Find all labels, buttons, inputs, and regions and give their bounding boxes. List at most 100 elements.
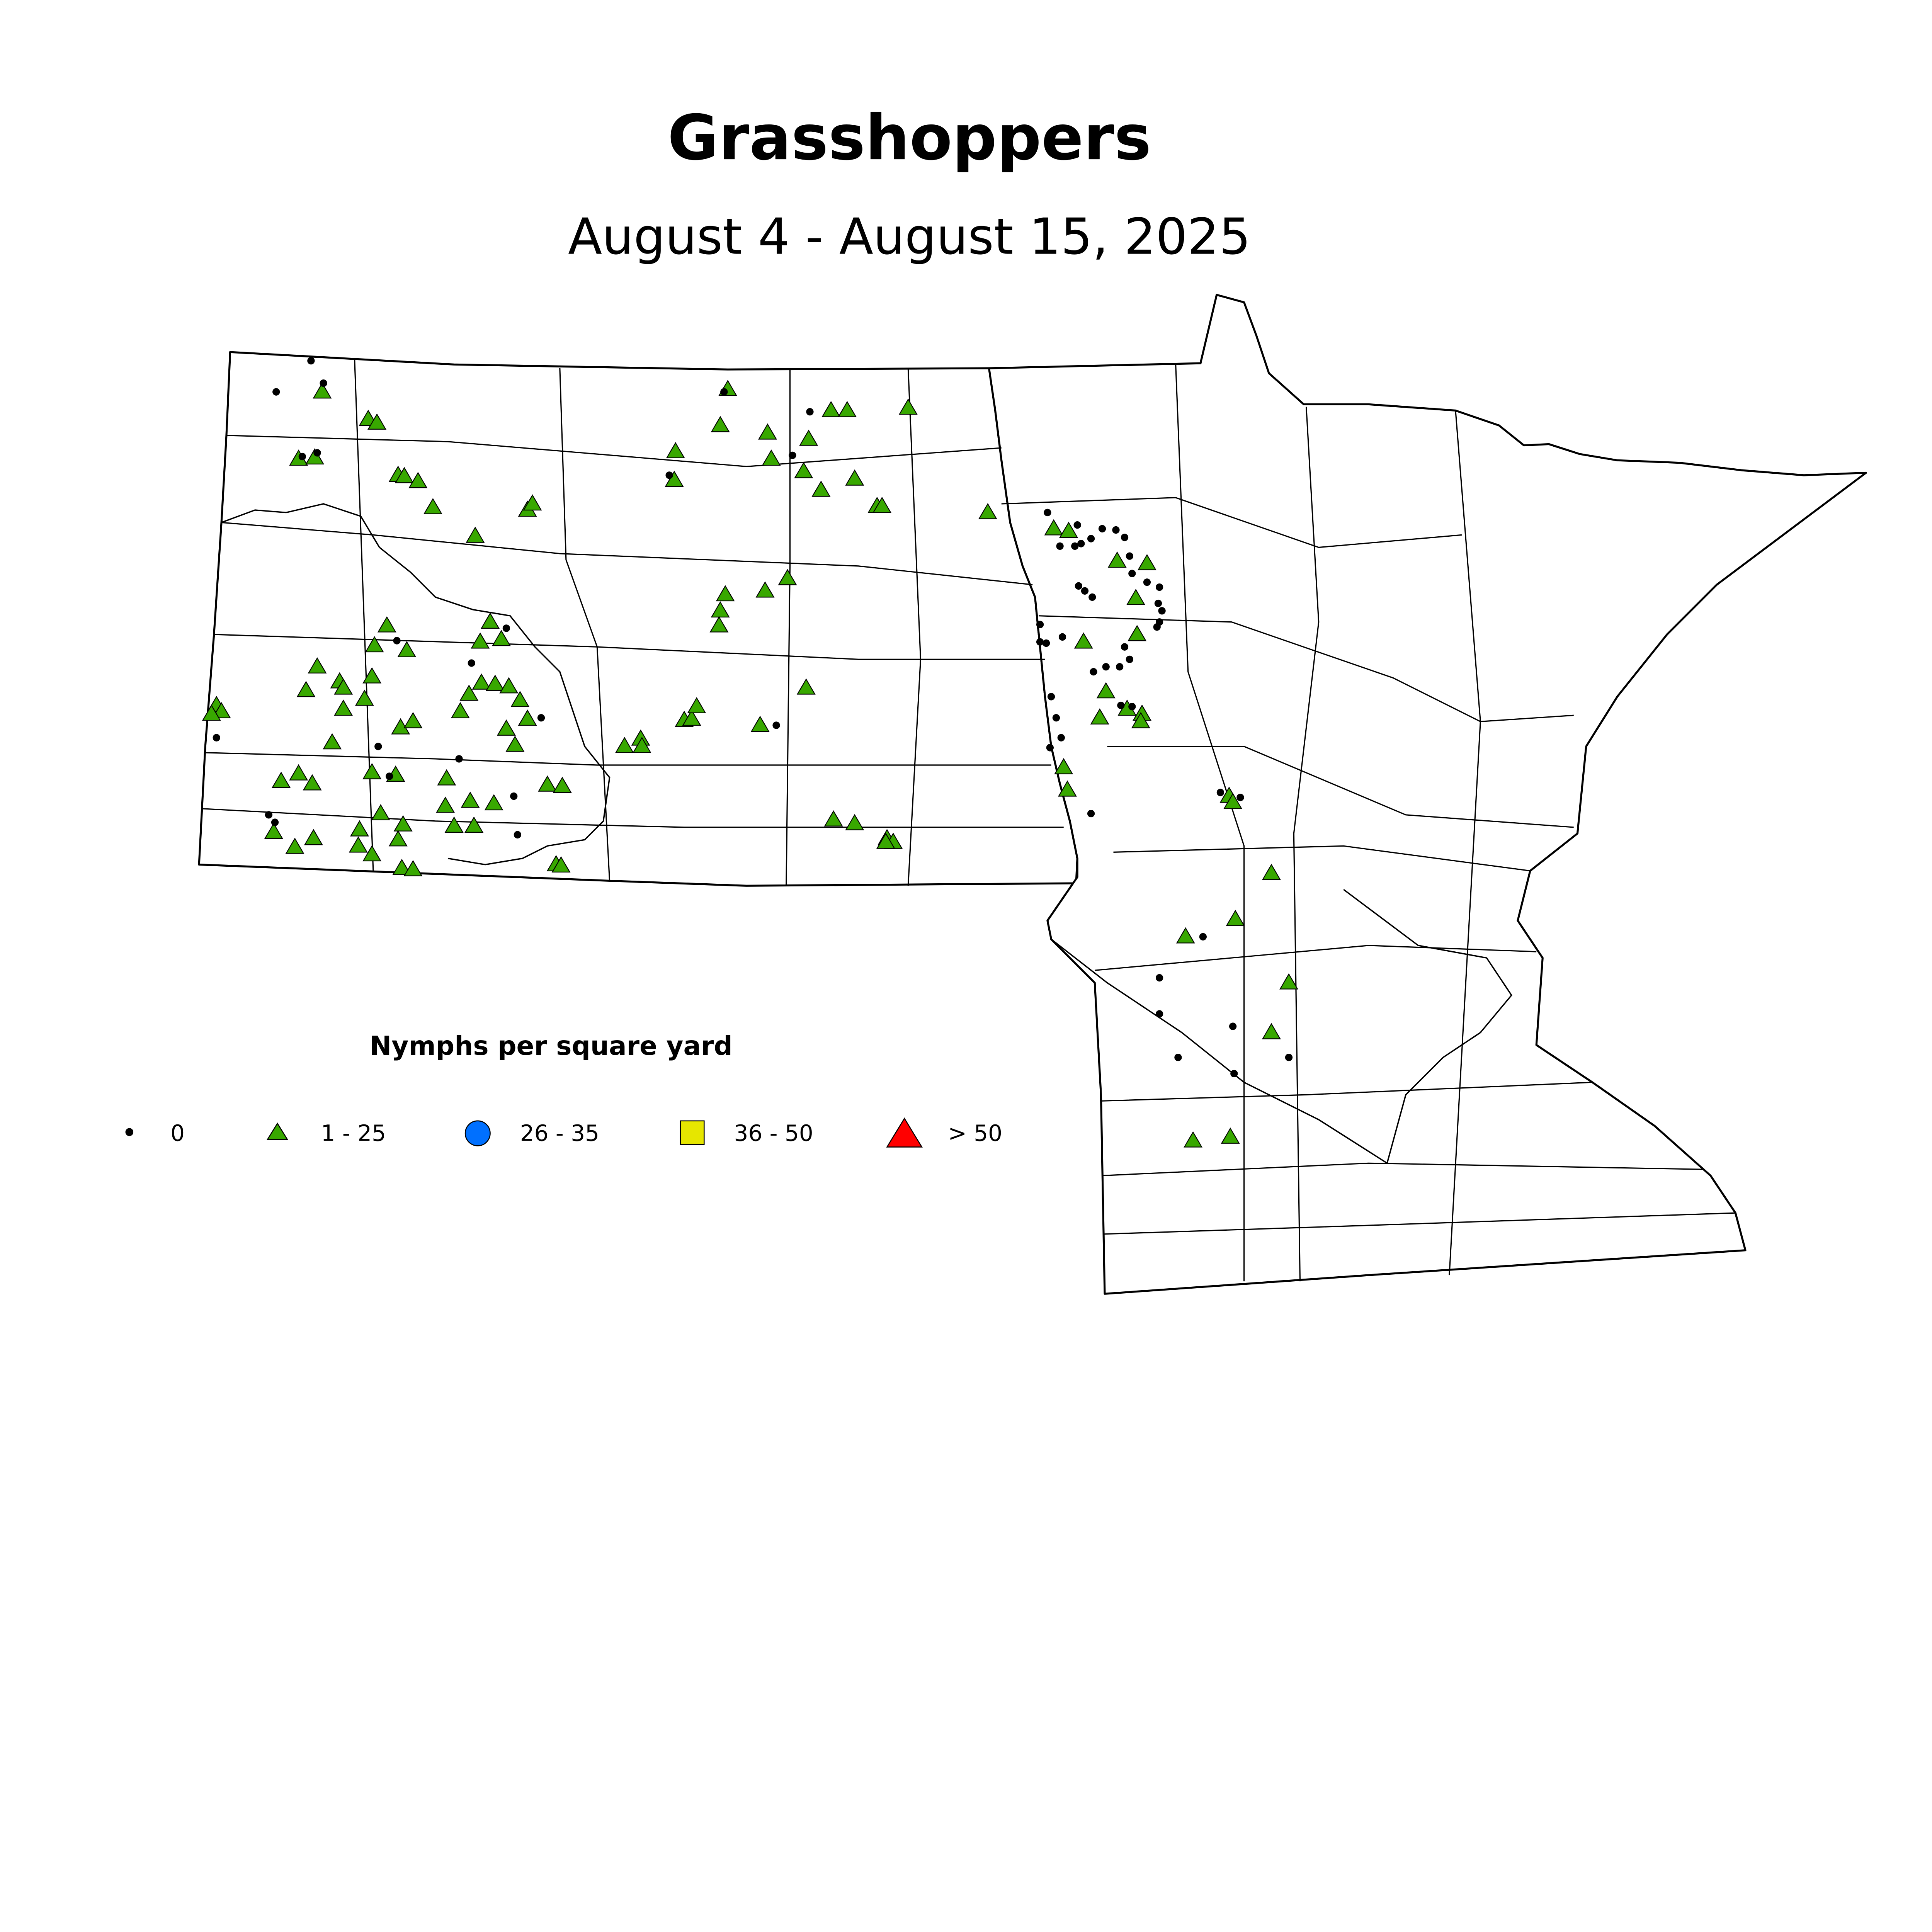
site-marker-0 [1036,638,1044,646]
site-marker-0 [1285,1053,1293,1061]
county-line [1001,497,1462,548]
site-marker-1-25 [518,709,537,726]
site-marker-0 [1098,525,1106,532]
rivers-and-county-lines [201,358,1736,1282]
site-marker-0 [1075,582,1083,590]
site-marker-0 [1154,599,1162,607]
site-marker-1-25 [505,735,525,752]
missouri-river [221,503,611,866]
site-marker-1-25 [838,401,857,417]
minnesota-outline [988,294,1867,1295]
legend-title: Nymphs per square yard [370,1031,733,1061]
site-marker-1-25 [492,630,511,646]
site-marker-1-25 [392,859,412,875]
legend: Nymphs per square yard 0 1 - 25 26 - 35 … [125,1031,1002,1148]
site-marker-1-25 [304,829,323,845]
legend-item-1: 1 - 25 [266,1120,386,1146]
site-marker-0 [313,449,321,457]
site-marker-1-25 [799,429,818,446]
site-marker-1-25 [1058,780,1077,797]
legend-item-3: 36 - 50 [680,1120,813,1146]
site-marker-1-25 [716,585,735,602]
county-line [1175,363,1245,1282]
site-marker-0 [1174,1053,1182,1061]
site-marker-1-25 [758,423,777,440]
site-marker-0 [1216,789,1225,796]
site-marker-1-25 [367,413,387,430]
legend-dot-icon [125,1128,134,1136]
legend-item-2: 26 - 35 [464,1120,599,1146]
site-marker-1-25 [403,712,423,728]
legend-item-4: > 50 [886,1117,1002,1148]
site-marker-0 [1052,714,1060,722]
site-marker-1-25 [472,673,491,690]
site-marker-0 [1047,693,1055,701]
site-marker-1-25 [1128,625,1147,641]
site-marker-1-25 [395,467,414,483]
site-marker-0 [1081,587,1089,595]
site-marker-1-25 [403,860,423,876]
legend-item-0: 0 [125,1120,185,1146]
site-marker-0 [1077,540,1085,548]
site-marker-0 [1155,974,1163,982]
site-marker-1-25 [1262,1023,1281,1039]
county-line [559,368,611,881]
legend-label: 26 - 35 [520,1120,599,1146]
site-marker-1-25 [464,816,484,833]
site-marker-1-25 [323,733,342,750]
county-line [201,808,1064,828]
site-marker-1-25 [1176,927,1195,944]
legend-red-triangle-icon [886,1117,923,1148]
site-marker-1-25 [794,462,813,478]
site-marker-1-25 [289,764,308,781]
legend-label: 36 - 50 [734,1120,813,1146]
county-line [1107,746,1574,828]
site-marker-1-25 [296,681,316,697]
site-marker-1-25 [388,830,408,847]
site-marker-0 [720,388,728,396]
county-line [1102,1162,1704,1177]
county-line [1293,406,1320,1282]
site-marker-1-25 [1131,712,1150,728]
county-line [1039,615,1574,722]
site-marker-1-25 [481,612,500,629]
site-marker-1-25 [444,816,464,833]
site-marker-0 [1088,593,1096,601]
site-marker-0 [272,388,280,396]
site-marker-0 [307,357,315,365]
site-marker-1-25 [510,690,530,707]
site-marker-0 [1044,509,1051,517]
site-marker-1-25 [821,401,841,417]
county-line [1113,845,1531,872]
site-marker-1-25 [666,442,685,458]
site-marker-1-25 [1184,1131,1203,1148]
site-marker-0 [468,659,475,667]
legend-yellow-square-icon [680,1120,705,1145]
site-marker-1-25 [349,836,368,853]
site-marker-1-25 [397,641,417,658]
county-line [214,634,1045,660]
site-marker-1-25 [485,674,505,691]
site-marker-0 [320,379,327,387]
site-marker-1-25 [303,774,322,791]
county-line [907,368,922,886]
site-marker-1-25 [377,616,396,633]
minnesota-river [1051,889,1512,1165]
site-marker-1-25 [711,416,730,432]
county-line [1103,1212,1736,1235]
county-line [205,752,1051,766]
site-marker-1-25 [212,702,231,718]
site-marker-0 [806,408,814,416]
site-marker-1-25 [551,856,571,873]
site-marker-1-25 [484,794,503,811]
site-marker-1-25 [264,823,283,839]
site-marker-0 [1116,663,1124,671]
site-marker-0 [1158,607,1166,615]
county-line [1095,945,1537,971]
site-marker-1-25 [1262,864,1281,880]
site-marker-1-25 [285,837,304,854]
site-marker-1-25 [978,503,997,519]
site-marker-1-25 [272,772,291,788]
site-marker-1-25 [334,678,353,695]
site-marker-1-25 [1279,973,1298,990]
